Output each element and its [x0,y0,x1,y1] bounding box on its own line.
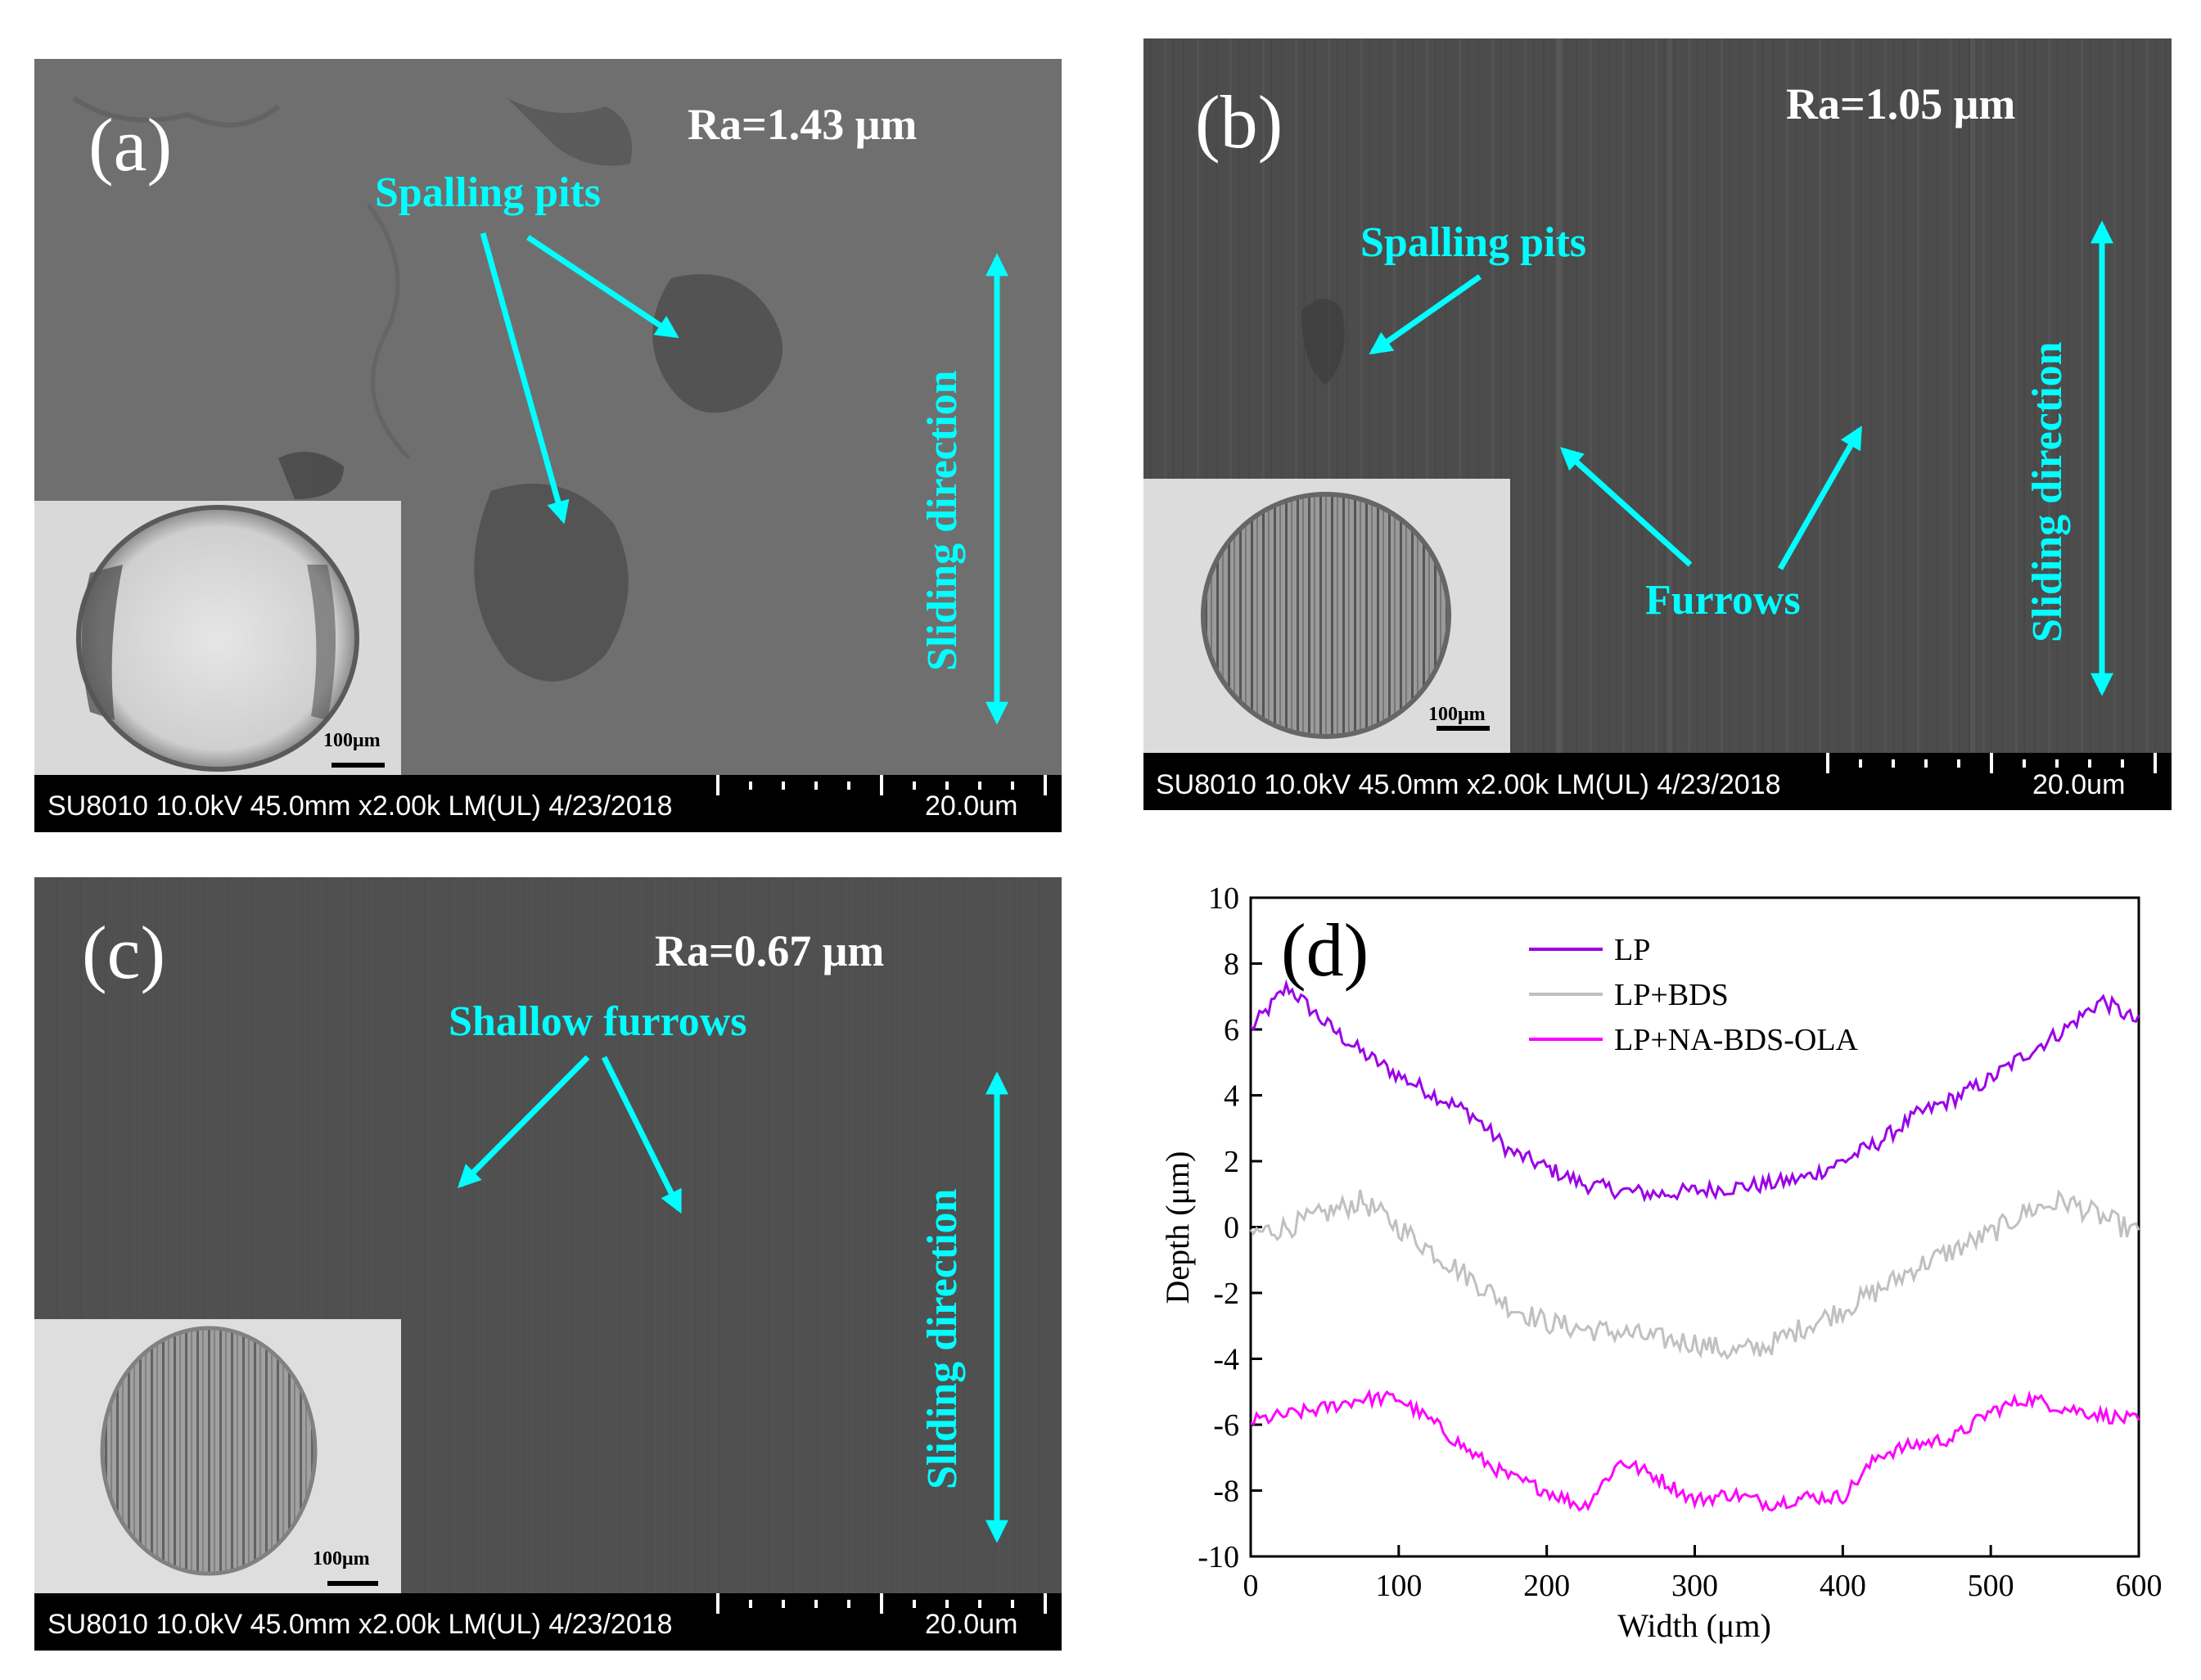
panel-c-footer-scale: 20.0um [925,1609,1017,1640]
panel-a-footer [34,775,1062,832]
panel-b-inset: 100μm [1143,479,1510,753]
panel-c-label: (c) [82,911,165,994]
y-tick-label: -2 [1213,1277,1239,1311]
y-axis-label: Depth (μm) [1159,1151,1196,1304]
panel-b-annotation-2: Furrows [1645,577,1801,624]
panel-c-arrow-1 [458,1055,590,1188]
panel-c-footer-info: SU8010 10.0kV 45.0mm x2.00k LM(UL) 4/23/… [47,1609,673,1640]
x-tick-label: 300 [1671,1569,1718,1603]
panel-c-inset-scale-text: 100μm [313,1548,370,1570]
panel-b-footer-scale: 20.0um [2032,769,2125,800]
panel-a-arrow-2 [480,232,570,525]
panel-a-footer-info: SU8010 10.0kV 45.0mm x2.00k LM(UL) 4/23/… [47,790,673,822]
panel-a-direction-label: Sliding direction [919,370,966,671]
y-tick-label: -8 [1213,1475,1239,1509]
panel-c-annotation: Shallow furrows [449,998,747,1045]
panel-c-direction-label: Sliding direction [919,1188,966,1489]
panel-b-label: (b) [1195,80,1283,164]
legend-label: LP [1614,933,1650,967]
panel-d-label: (d) [1281,908,1369,992]
panel-a-footer-scale: 20.0um [925,790,1017,822]
panel-c-footer [34,1593,1062,1651]
series-group [1249,979,2140,1512]
panel-b-footer-ticks [1826,753,2157,773]
x-axis-label: Width (μm) [1617,1607,1771,1644]
axis-ticks: 0 100 200 300 400 500 600 -10 -8 -6 -4 -2 0 2 4 6 8 10 [1197,881,2162,1603]
x-tick-label: 100 [1375,1569,1422,1603]
panel-c-inset: 100μm [34,1319,401,1593]
legend-label: LP+BDS [1614,978,1729,1012]
panel-b-annotation: Spalling pits [1360,219,1586,266]
panel-b-footer-info: SU8010 10.0kV 45.0mm x2.00k LM(UL) 4/23/… [1156,769,1781,800]
panel-a: 100μm SU8010 10.0kV 45.0mm x2.00k LM(UL)… [34,59,1062,832]
panel-a-annotation: Spalling pits [375,169,601,216]
panel-a-texture [72,96,783,682]
x-tick-label: 500 [1968,1569,2014,1603]
panel-a-footer-ticks [716,775,1047,795]
panel-c: 100μm SU8010 10.0kV 45.0mm x2.00k LM(UL)… [34,877,1062,1651]
panel-a-arrow-1 [526,235,679,339]
panel-b-ra: Ra=1.05 μm [1786,79,2015,128]
panel-a-inset-scale-text: 100μm [323,730,381,751]
panel-b-arrow-2 [1559,447,1693,567]
y-tick-label: 10 [1208,881,1239,916]
y-tick-label: -4 [1213,1343,1239,1377]
panel-a-label: (a) [88,103,172,187]
series-line-0 [1250,979,2140,1203]
y-tick-label: 4 [1224,1079,1239,1114]
panel-b-arrow-3 [1777,426,1863,570]
x-tick-label: 200 [1523,1569,1570,1603]
panel-d-chart: (d) Width (μm) Depth (μm) 0 100 200 300 400 5… [1159,881,2163,1644]
panel-a-ra: Ra=1.43 μm [688,100,917,149]
series-line-2 [1250,1389,2140,1512]
x-tick-label: 400 [1820,1569,1866,1603]
panel-c-ra: Ra=0.67 μm [655,926,884,975]
y-tick-label: -10 [1197,1540,1239,1574]
panel-b-texture [1301,38,1975,769]
panel-c-arrow-2 [601,1056,683,1214]
panel-b-footer [1143,753,2172,810]
series-line-1 [1249,1189,2140,1361]
panel-b-arrow-1 [1369,274,1482,355]
panel-b-inset-scale-text: 100μm [1428,704,1486,725]
y-tick-label: -6 [1213,1408,1239,1443]
legend-label: LP+NA-BDS-OLA [1614,1023,1859,1057]
y-tick-label: 8 [1224,948,1239,982]
panel-b-direction-label: Sliding direction [2024,341,2071,642]
y-tick-label: 0 [1224,1211,1239,1245]
panel-b: 100μm SU8010 10.0kV 45.0mm x2.00k LM(UL)… [1143,38,2172,810]
x-tick-label: 600 [2116,1569,2163,1603]
y-tick-label: 2 [1224,1145,1239,1179]
legend: LP LP+BDS LP+NA-BDS-OLA [1529,933,1859,1057]
x-tick-label: 0 [1243,1569,1259,1603]
y-tick-label: 6 [1224,1013,1239,1047]
panel-a-inset: 100μm [34,501,401,775]
panel-c-footer-ticks [716,1593,1047,1614]
